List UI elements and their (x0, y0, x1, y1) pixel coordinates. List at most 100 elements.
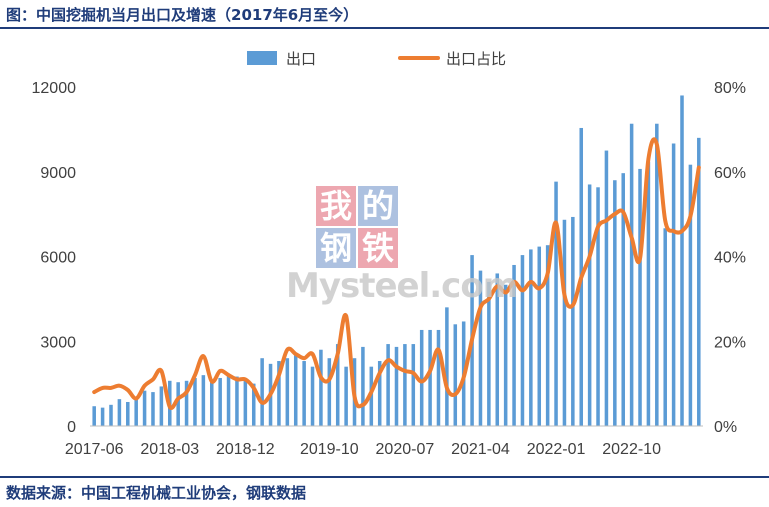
bar (529, 249, 533, 426)
bar (655, 123, 659, 426)
bar (293, 355, 298, 426)
bar (419, 329, 424, 426)
legend-bar-label: 出口 (286, 50, 316, 68)
bar (545, 245, 550, 426)
bar (562, 219, 567, 426)
left-axis-ticks: 0 3000 6000 9000 12000 (32, 80, 77, 436)
bar (386, 344, 390, 426)
bar (209, 379, 214, 426)
bar (243, 380, 248, 426)
bar (151, 392, 155, 426)
bar (285, 358, 290, 426)
bar (671, 143, 676, 426)
bar (235, 376, 239, 426)
legend-line-label: 出口占比 (446, 50, 506, 68)
bar (487, 281, 491, 426)
right-tick-label: 20% (714, 334, 746, 351)
bar (646, 161, 651, 427)
bar (92, 406, 96, 426)
bar (604, 150, 609, 426)
bar (134, 397, 138, 426)
left-tick-label: 6000 (40, 250, 76, 267)
bar (377, 361, 382, 426)
bar (159, 386, 164, 426)
bar (587, 184, 592, 426)
x-tick-label: 2018-12 (216, 441, 275, 458)
x-tick-label: 2017-06 (65, 441, 124, 458)
x-tick-label: 2022-01 (527, 441, 586, 458)
bar (126, 401, 130, 426)
bar (629, 123, 634, 426)
bar (428, 329, 432, 426)
left-tick-label: 3000 (40, 334, 76, 351)
bar (411, 344, 416, 426)
bar (503, 284, 508, 426)
x-tick-label: 2021-04 (451, 441, 510, 458)
bar (394, 346, 399, 426)
bar (176, 382, 180, 426)
bar (319, 349, 323, 426)
chart-title: 图：中国挖掘机当月出口及增速（2017年6月至今） (6, 6, 359, 24)
watermark-char-3: 钢 (316, 228, 356, 268)
bar (621, 173, 625, 426)
chart: 出口 出口占比 0 3000 6000 9000 12000 0% 20% 40% 60% 80… (32, 50, 747, 458)
watermark-char-1: 我 (316, 186, 356, 226)
bar (436, 329, 441, 426)
bar (335, 344, 340, 426)
left-tick-label: 9000 (40, 165, 76, 182)
bar (512, 264, 516, 426)
bar (613, 180, 617, 426)
bar (445, 307, 449, 426)
bar (193, 377, 197, 426)
bar (184, 380, 189, 426)
bar (100, 407, 105, 426)
bar (327, 358, 332, 426)
bar (520, 255, 525, 426)
bar (403, 344, 407, 426)
line-series (92, 137, 701, 410)
bar (310, 366, 315, 426)
bar (361, 346, 365, 426)
right-axis-ticks: 0% 20% 40% 60% 80% (714, 80, 746, 436)
bar (109, 404, 113, 426)
watermark-char-4: 铁 (358, 228, 398, 268)
bar (260, 358, 264, 426)
bar (302, 361, 306, 426)
bar (478, 270, 483, 426)
legend: 出口 出口占比 (247, 50, 506, 68)
bar (571, 216, 575, 426)
x-axis-ticks: 2017-06 2018-03 2018-12 2019-10 2020-07 2021-… (65, 441, 661, 458)
series-line (92, 137, 701, 410)
source-note: 数据来源：中国工程机械工业协会，钢联数据 (6, 484, 307, 502)
x-tick-label: 2019-10 (300, 441, 359, 458)
bar (453, 324, 458, 426)
bar (201, 375, 206, 426)
bottom-rule (0, 476, 769, 478)
bar (688, 164, 693, 426)
bar (680, 95, 684, 426)
bar (117, 399, 122, 426)
bar (697, 137, 701, 426)
watermark: 我 的 钢 铁 Mysteel.com (286, 186, 518, 312)
bar (554, 181, 558, 426)
watermark-text: Mysteel.com (286, 266, 518, 306)
right-tick-label: 60% (714, 165, 746, 182)
bar (495, 273, 500, 426)
bar (142, 390, 147, 426)
bar (218, 377, 222, 426)
bar (226, 375, 231, 426)
right-tick-label: 40% (714, 250, 746, 267)
left-tick-label: 0 (67, 419, 76, 436)
right-tick-label: 0% (714, 419, 737, 436)
bar (596, 187, 600, 426)
bar (537, 246, 542, 426)
bar (663, 228, 667, 426)
x-tick-label: 2018-03 (140, 441, 199, 458)
x-tick-label: 2022-10 (602, 441, 661, 458)
x-tick-label: 2020-07 (376, 441, 435, 458)
bar (344, 366, 348, 426)
right-tick-label: 80% (714, 80, 746, 97)
left-tick-label: 12000 (32, 80, 77, 97)
bar (251, 383, 256, 426)
legend-bar-swatch (247, 51, 277, 65)
